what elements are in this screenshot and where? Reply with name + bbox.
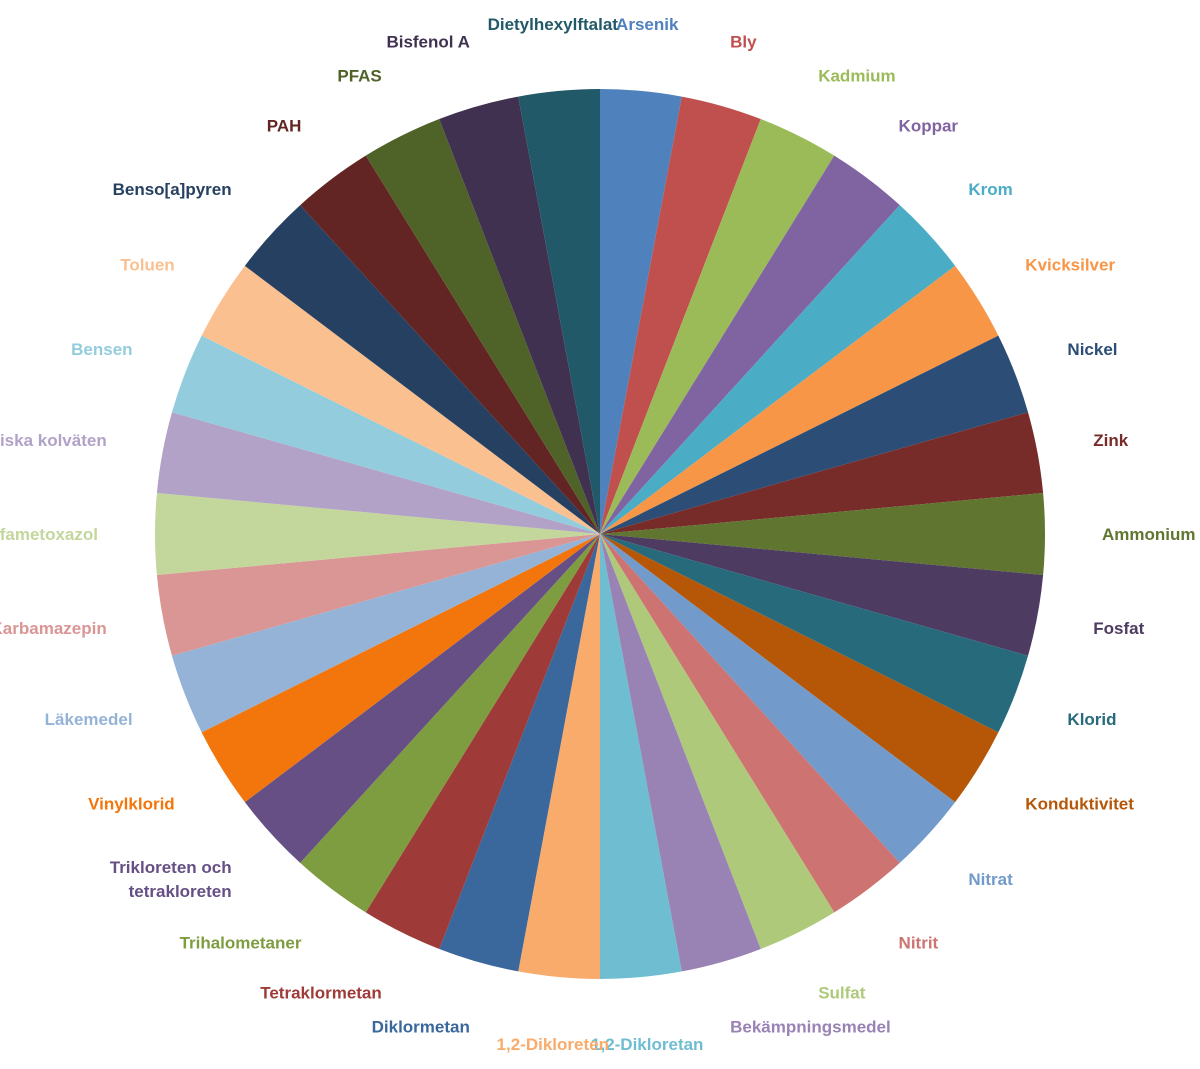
pie-slice-vinylklorid — [201, 534, 600, 803]
pie-slice-dietylhexylftalat — [518, 89, 600, 534]
pie-label-1-2-dikloretan: 1,2-Dikloretan — [591, 1035, 703, 1054]
pie-label-arsenik: Arsenik — [616, 15, 679, 34]
pie-slice-benso-a-pyren — [244, 205, 601, 534]
pie-slice-zink — [600, 412, 1044, 534]
pie-label-sulfat: Sulfat — [818, 983, 866, 1002]
pie-slice-1-2-dikloreten — [518, 534, 600, 979]
pie-slice-diklormetan — [439, 534, 600, 972]
pie-label-ammonium: Ammonium — [1102, 525, 1196, 544]
pie-slice-trihalometaner — [300, 534, 600, 913]
pie-label-tetraklormetan: Tetraklormetan — [260, 983, 382, 1002]
pie-label-bisfenol-a: Bisfenol A — [386, 33, 469, 52]
pie-label-koppar: Koppar — [899, 116, 959, 135]
pie-label-1-2-dikloreten: 1,2-Dikloreten — [497, 1035, 609, 1054]
pie-label-pfas: PFAS — [337, 67, 381, 86]
pie-label-dietylhexylftalat: Dietylhexylftalat — [488, 15, 619, 34]
pie-label-benso-a-pyren: Benso[a]pyren — [113, 180, 232, 199]
pie-slice-koppar — [600, 155, 900, 534]
pie-label-klorid: Klorid — [1067, 710, 1116, 729]
pie-label-zink: Zink — [1093, 431, 1128, 450]
pie-slice-klorid — [600, 534, 1029, 733]
pie-label-bekampningsmedel: Bekämpningsmedel — [730, 1017, 891, 1036]
pie-slice-nickel — [600, 335, 1029, 534]
pie-slice-ammonium — [600, 492, 1045, 576]
pie-slice-1-2-dikloretan — [600, 534, 682, 979]
pie-label-lakemedel: Läkemedel — [45, 710, 133, 729]
pie-label-kvicksilver: Kvicksilver — [1025, 255, 1115, 274]
pie-slice-nitrit — [600, 534, 900, 913]
pie-slice-konduktivitet — [600, 534, 999, 803]
pie-slice-pfas — [365, 119, 600, 534]
pie-slice-kadmium — [600, 119, 835, 534]
pie-slice-bly — [600, 96, 761, 535]
pie-slices — [155, 89, 1045, 979]
pie-slice-bekampningsmedel — [600, 534, 761, 972]
pie-slice-kvicksilver — [600, 265, 999, 534]
pie-label-konduktivitet: Konduktivitet — [1025, 795, 1134, 814]
pie-label-kadmium: Kadmium — [818, 67, 895, 86]
pie-label-vinylklorid: Vinylklorid — [88, 795, 175, 814]
pie-label-krom: Krom — [968, 180, 1012, 199]
pie-slice-bensen — [171, 335, 600, 534]
pie-slice-lakemedel — [171, 534, 600, 733]
pie-label-trihalometaner: Trihalometaner — [180, 934, 302, 953]
pie-label-karbamazepin: Karbamazepin — [0, 619, 107, 638]
pie-slice-krom — [600, 205, 956, 534]
pie-slice-sulfat — [600, 534, 835, 949]
pie-slice-pah — [300, 155, 600, 534]
pie-label-bly: Bly — [730, 33, 757, 52]
pie-slice-toluen — [201, 265, 600, 534]
pie-label-nickel: Nickel — [1067, 340, 1117, 359]
pie-label-nitrit: Nitrit — [899, 934, 939, 953]
pie-label-trikloreten-och-tetrakloreten: Trikloreten och tetrakloreten — [110, 858, 232, 901]
pie-slice-arsenik — [600, 89, 682, 534]
pie-label-bensen: Bensen — [71, 340, 132, 359]
pie-label-pah: PAH — [267, 116, 302, 135]
pie-slice-sulfametoxazol — [155, 492, 600, 576]
pie-slice-tetraklormetan — [365, 534, 600, 949]
pie-label-alifatiska-kolvaten: Alifatiska kolväten — [0, 431, 107, 450]
pie-slice-alifatiska-kolvaten — [156, 412, 600, 534]
pie-label-fosfat: Fosfat — [1093, 619, 1144, 638]
pie-slice-bisfenol-a — [439, 96, 600, 535]
pie-label-diklormetan: Diklormetan — [372, 1017, 470, 1036]
pie-slice-nitrat — [600, 534, 956, 863]
pie-label-toluen: Toluen — [120, 255, 174, 274]
pie-slice-karbamazepin — [156, 534, 600, 656]
pie-labels: Arsenik Bly Kadmium Koppar Krom Kvicksilver Ni… — [0, 15, 1196, 1054]
pie-slice-trikloreten-och-tetrakloreten — [244, 534, 601, 863]
pie-slice-fosfat — [600, 534, 1044, 656]
pie-label-sulfametoxazol: Sulfametoxazol — [0, 525, 98, 544]
pie-label-nitrat: Nitrat — [968, 870, 1013, 889]
